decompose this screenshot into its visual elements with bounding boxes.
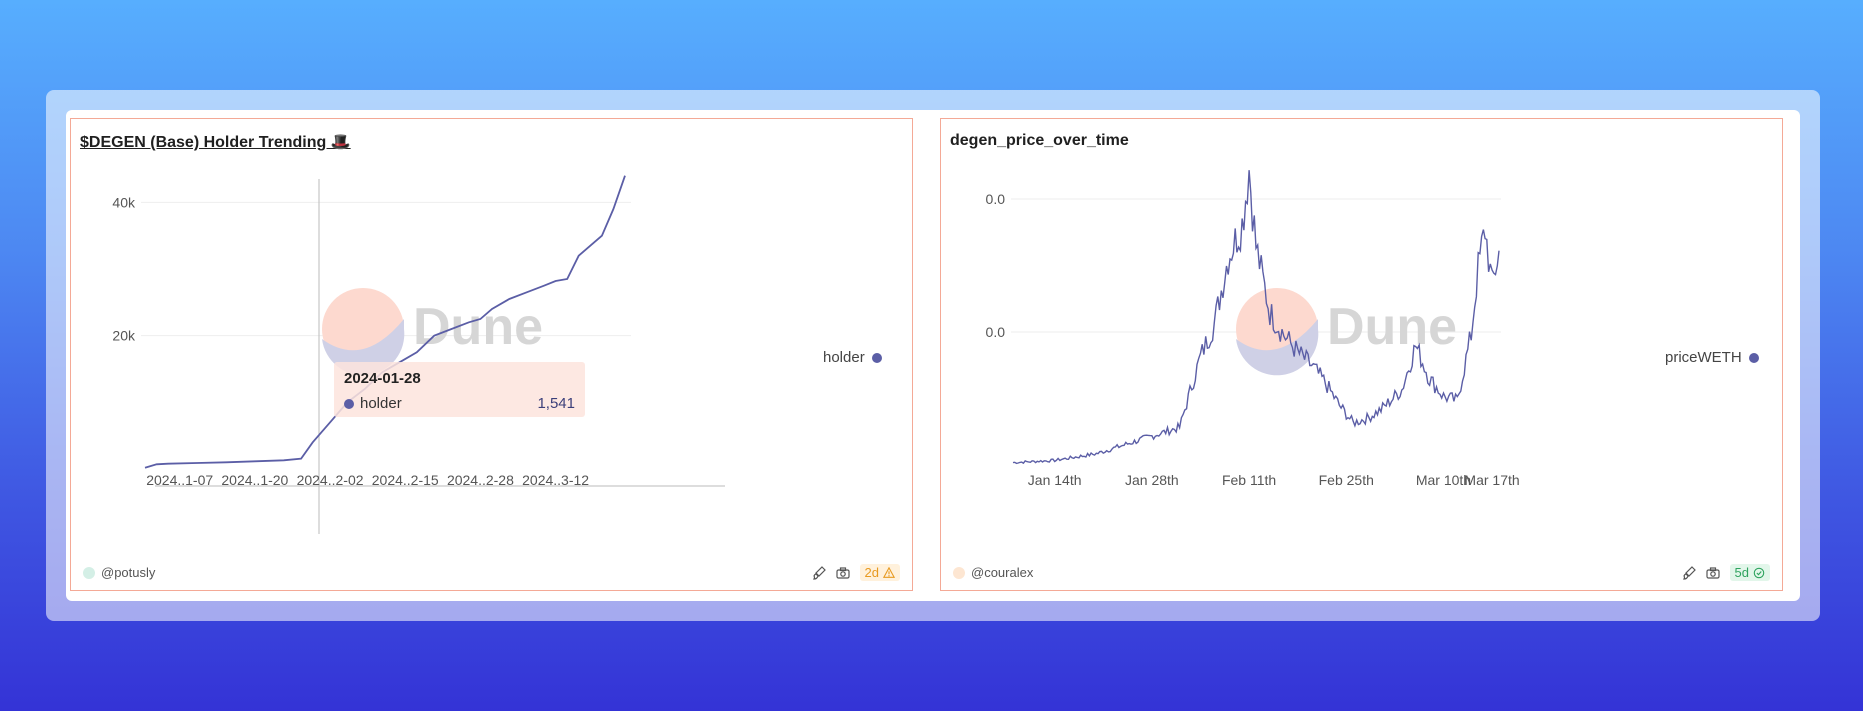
brush-icon[interactable] bbox=[1682, 565, 1696, 580]
series-dot-icon bbox=[344, 398, 354, 409]
check-circle-icon bbox=[1753, 567, 1765, 578]
chart-tooltip: 2024-01-28 holder 1,541 bbox=[334, 362, 585, 417]
y-tick-label: 0.0 bbox=[986, 191, 1006, 207]
brush-icon[interactable] bbox=[812, 565, 826, 580]
badge-text: 5d bbox=[1734, 565, 1749, 580]
legend-dot-icon bbox=[1748, 352, 1759, 363]
dashboard-frame: $DEGEN (Base) Holder Trending 🎩 Dune 20k… bbox=[46, 90, 1820, 621]
holder-chart[interactable]: Dune 20k 40k 2024..1-07 2024..1-20 2024..2-0… bbox=[71, 119, 914, 559]
series-line-priceWETH bbox=[1012, 170, 1500, 465]
x-tick-label: 2024..2-28 bbox=[447, 472, 514, 488]
avatar bbox=[953, 566, 965, 579]
freshness-badge[interactable]: 2d bbox=[859, 564, 900, 581]
legend-holder[interactable]: holder bbox=[823, 349, 882, 366]
x-tick-label: Feb 25th bbox=[1319, 472, 1374, 488]
panel-title-price[interactable]: degen_price_over_time bbox=[950, 132, 1129, 149]
x-tick-label: Mar 10th bbox=[1416, 472, 1471, 488]
x-tick-label: 2024..1-07 bbox=[146, 472, 213, 488]
x-tick-label: 2024..3-12 bbox=[522, 472, 589, 488]
y-tick-label: 40k bbox=[112, 194, 136, 210]
watermark-logo: Dune bbox=[1236, 288, 1457, 376]
holder-trending-panel: $DEGEN (Base) Holder Trending 🎩 Dune 20k… bbox=[70, 118, 913, 591]
author-link[interactable]: @potusly bbox=[83, 565, 155, 580]
avatar bbox=[83, 566, 95, 579]
x-tick-label: Feb 11th bbox=[1222, 472, 1276, 488]
price-over-time-panel: degen_price_over_time Dune 0.0 0.0 Jan 14t… bbox=[940, 118, 1783, 591]
tooltip-row: holder 1,541 bbox=[344, 395, 575, 412]
author-name: @couralex bbox=[971, 565, 1034, 580]
author-name: @potusly bbox=[101, 565, 156, 580]
warning-icon bbox=[883, 566, 895, 578]
x-tick-label: 2024..1-20 bbox=[221, 472, 288, 488]
camera-icon[interactable] bbox=[1705, 566, 1720, 580]
panel-title-holder[interactable]: $DEGEN (Base) Holder Trending 🎩 bbox=[80, 134, 351, 151]
tooltip-date: 2024-01-28 bbox=[344, 370, 421, 387]
badge-text: 2d bbox=[864, 565, 879, 580]
legend-priceWETH[interactable]: priceWETH bbox=[1665, 349, 1759, 366]
x-tick-label: Mar 17th bbox=[1464, 472, 1519, 488]
legend-label: priceWETH bbox=[1665, 349, 1742, 366]
y-tick-label: 0.0 bbox=[986, 324, 1006, 340]
tooltip-series: holder bbox=[360, 395, 402, 412]
panel-actions: 5d bbox=[1682, 564, 1770, 581]
x-tick-label: Jan 28th bbox=[1125, 472, 1179, 488]
series-line-holder bbox=[144, 175, 626, 469]
freshness-badge[interactable]: 5d bbox=[1729, 564, 1770, 581]
legend-label: holder bbox=[823, 349, 865, 366]
watermark-text: Dune bbox=[413, 298, 543, 356]
x-tick-label: Jan 14th bbox=[1028, 472, 1082, 488]
y-tick-label: 20k bbox=[112, 328, 136, 344]
watermark-text: Dune bbox=[1327, 298, 1457, 356]
x-tick-label: 2024..2-02 bbox=[297, 472, 364, 488]
author-link[interactable]: @couralex bbox=[953, 565, 1033, 580]
watermark-logo: Dune bbox=[322, 288, 543, 376]
camera-icon[interactable] bbox=[835, 566, 850, 580]
x-tick-label: 2024..2-15 bbox=[372, 472, 439, 488]
legend-dot-icon bbox=[871, 352, 882, 363]
tooltip-value: 1,541 bbox=[537, 395, 575, 412]
price-chart[interactable]: Dune 0.0 0.0 Jan 14th Jan 28th Feb 11th Feb 2… bbox=[941, 119, 1784, 559]
dashboard-canvas: $DEGEN (Base) Holder Trending 🎩 Dune 20k… bbox=[66, 110, 1800, 601]
panel-actions: 2d bbox=[812, 564, 900, 581]
